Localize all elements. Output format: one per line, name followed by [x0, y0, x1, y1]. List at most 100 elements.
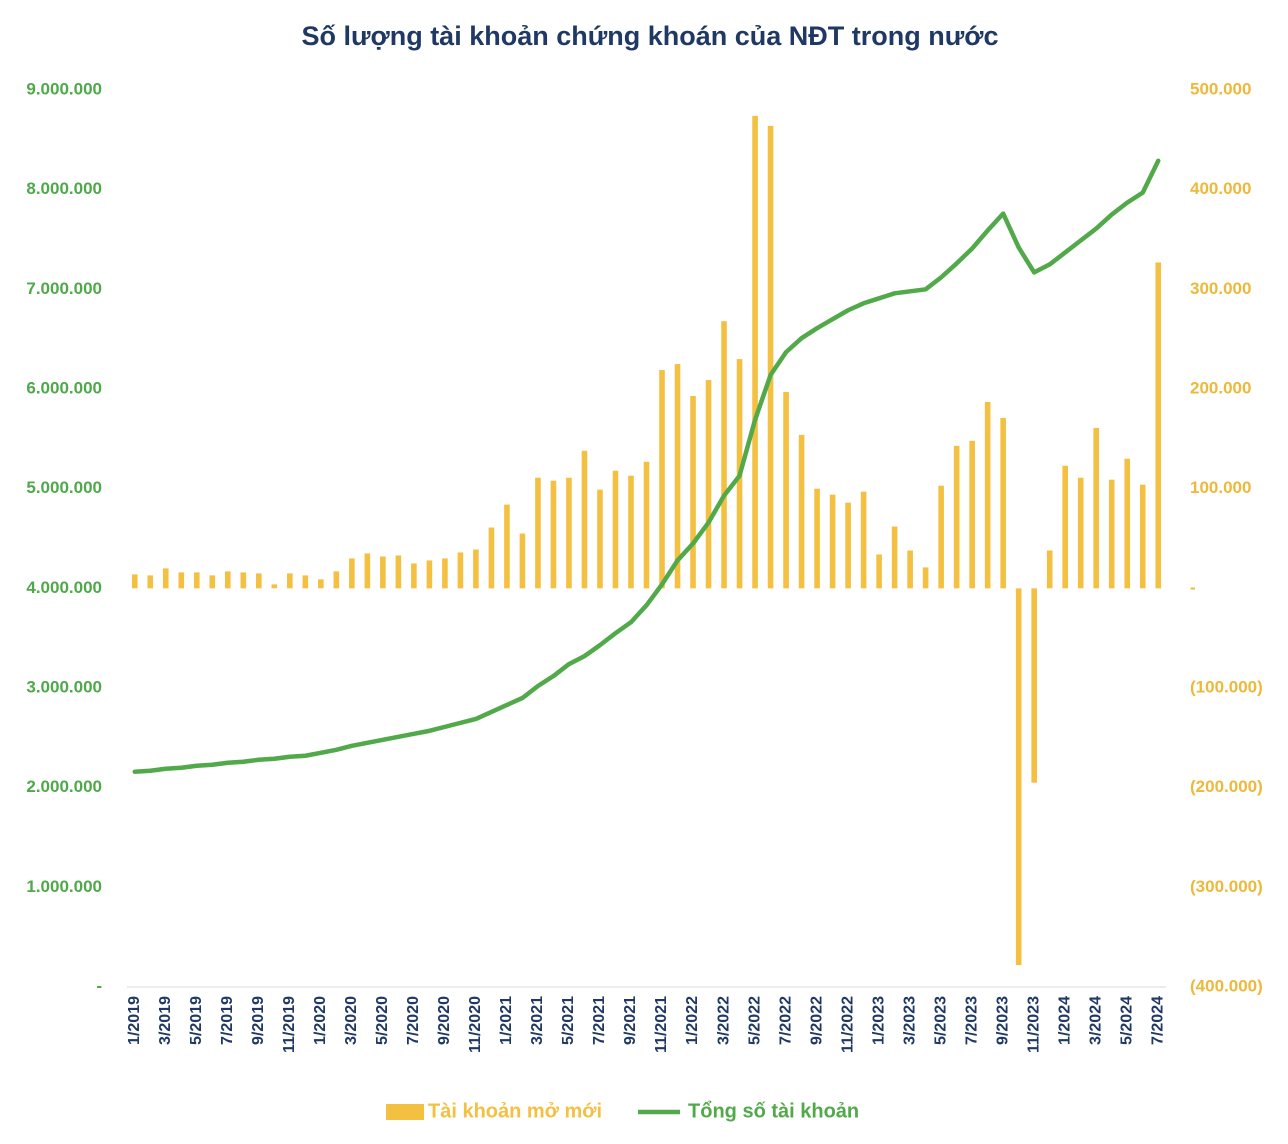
x-tick-label: 1/2019 — [126, 996, 143, 1045]
x-tick-label: 9/2022 — [808, 996, 825, 1045]
bar — [162, 568, 169, 589]
legend-swatch — [386, 1104, 424, 1120]
bar — [1139, 484, 1146, 589]
x-tick-label: 5/2024 — [1118, 996, 1135, 1045]
x-tick-label: 3/2024 — [1087, 996, 1104, 1045]
y-tick-label: 7.000.000 — [26, 279, 102, 298]
bar — [395, 555, 402, 589]
bar — [535, 477, 541, 589]
bar — [193, 572, 200, 589]
bar — [519, 533, 526, 589]
bar — [938, 485, 944, 589]
bar — [659, 370, 665, 589]
x-tick-label: 5/2022 — [746, 996, 763, 1045]
x-tick-label: 1/2020 — [312, 996, 329, 1045]
bar — [628, 475, 634, 589]
x-tick-label: 3/2022 — [715, 996, 732, 1045]
x-tick-label: 7/2020 — [405, 996, 422, 1045]
x-tick-label: 7/2022 — [777, 996, 794, 1045]
bar — [752, 115, 758, 589]
x-tick-label: 3/2020 — [343, 996, 360, 1045]
x-tick-label: 9/2019 — [250, 996, 267, 1045]
bar — [845, 502, 851, 589]
bar — [426, 560, 433, 589]
y2-tick-label: 300.000 — [1190, 279, 1251, 298]
bar — [380, 556, 386, 589]
bar — [333, 571, 340, 589]
bar — [1031, 588, 1037, 783]
bar — [643, 461, 650, 589]
bar — [1015, 588, 1022, 966]
bar — [612, 470, 619, 589]
bar — [302, 575, 309, 589]
x-tick-label: 11/2022 — [839, 996, 856, 1053]
x-tick-label: 5/2023 — [932, 996, 949, 1045]
bar — [984, 401, 991, 589]
y2-tick-label: (300.000) — [1190, 877, 1263, 896]
bar — [1062, 465, 1069, 589]
bar — [550, 480, 557, 589]
y-tick-label: 3.000.000 — [26, 677, 102, 696]
bar — [147, 575, 154, 589]
y2-tick-label: (200.000) — [1190, 777, 1263, 796]
bar — [721, 321, 727, 589]
bar — [829, 494, 836, 589]
bar — [907, 550, 913, 589]
x-tick-label: 1/2023 — [870, 996, 887, 1045]
bar — [209, 575, 216, 589]
x-tick-label: 1/2021 — [498, 996, 515, 1045]
x-tick-label: 11/2023 — [1025, 996, 1042, 1053]
bar — [504, 504, 510, 589]
y-tick-label: - — [96, 976, 102, 995]
y-tick-label: 8.000.000 — [26, 179, 102, 198]
bar — [922, 567, 929, 589]
bar — [860, 491, 867, 589]
bar — [488, 527, 495, 589]
x-tick-label: 7/2023 — [963, 996, 980, 1045]
bar — [767, 125, 774, 589]
bar — [581, 450, 588, 589]
legend-label: Tài khoản mở mới — [428, 1100, 602, 1122]
bar — [457, 552, 464, 589]
x-tick-label: 3/2021 — [529, 996, 546, 1045]
bar — [814, 488, 820, 589]
x-tick-label: 7/2019 — [219, 996, 236, 1045]
bar — [442, 558, 448, 589]
y-tick-label: 5.000.000 — [26, 478, 102, 497]
x-tick-label: 3/2019 — [157, 996, 174, 1045]
x-tick-label: 1/2024 — [1056, 996, 1073, 1045]
y-tick-label: 2.000.000 — [26, 777, 102, 796]
y-tick-label: 6.000.000 — [26, 378, 102, 397]
y2-tick-label: 200.000 — [1190, 378, 1251, 397]
bar — [364, 553, 371, 589]
bar — [256, 573, 262, 589]
bar — [597, 489, 603, 589]
legend-label: Tổng số tài khoản — [688, 1100, 859, 1122]
bar — [224, 571, 231, 589]
x-tick-label: 5/2020 — [374, 996, 391, 1045]
y2-tick-label: (100.000) — [1190, 677, 1263, 696]
x-tick-label: 5/2021 — [560, 996, 577, 1045]
x-tick-label: 7/2021 — [591, 996, 608, 1045]
bar — [1155, 262, 1162, 589]
x-tick-label: 11/2020 — [467, 996, 484, 1053]
bar — [271, 584, 278, 589]
x-tick-label: 3/2023 — [901, 996, 918, 1045]
bar — [411, 563, 417, 589]
x-tick-label: 9/2020 — [436, 996, 453, 1045]
line — [132, 158, 1161, 774]
bar — [1093, 427, 1100, 589]
bar — [131, 574, 138, 589]
y-tick-label: 9.000.000 — [26, 79, 102, 98]
x-tick-label: 9/2023 — [994, 996, 1011, 1045]
bar — [674, 364, 681, 589]
bar — [1046, 550, 1053, 589]
bar — [240, 572, 247, 589]
bar — [798, 434, 805, 589]
x-tick-label: 7/2024 — [1149, 996, 1166, 1045]
bar — [891, 526, 898, 589]
x-tick-label: 5/2019 — [188, 996, 205, 1045]
x-tick-label: 1/2022 — [684, 996, 701, 1045]
bar — [287, 573, 293, 589]
